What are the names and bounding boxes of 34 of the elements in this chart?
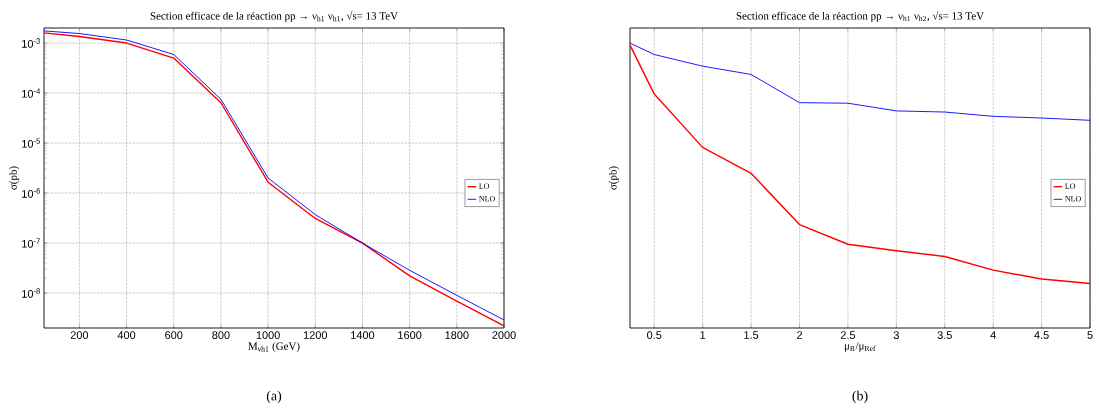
- y-tick-label: 10$^{-4}$: [22, 88, 41, 98]
- y-tick-label: 10$^{-3}$: [22, 38, 40, 48]
- y-axis-title: σ(pb): [9, 166, 20, 190]
- x-tick-label: 1400: [351, 331, 375, 339]
- chart-title: Section efficace de la réaction pp → ν$_{h1}$ ν$_{h2}$, √s= 13 TeV: [736, 10, 984, 22]
- x-tick-label: 5: [1087, 331, 1093, 339]
- x-tick-label: 1600: [398, 331, 422, 339]
- x-tick-label: 2: [796, 331, 802, 339]
- x-tick-label: 1000: [256, 331, 280, 339]
- x-tick-label: 2000: [492, 331, 516, 339]
- text: (b): [852, 390, 868, 404]
- x-tick-label: 2.5: [840, 331, 856, 339]
- x-axis-title: M$_{νh1}$ (GeV): [248, 342, 300, 353]
- x-tick-label: 600: [165, 331, 183, 339]
- x-tick-label: 800: [212, 331, 230, 339]
- x-tick-label: 1800: [445, 331, 469, 339]
- y-tick-label: 10$^{-8}$: [22, 288, 40, 298]
- x-tick-label: 1200: [303, 331, 328, 339]
- text: (a): [266, 390, 282, 404]
- y-axis-title: σ(pb): [608, 166, 619, 190]
- x-tick-label: 3.5: [937, 331, 952, 339]
- y-tick-label: 10$^{-7}$: [22, 238, 40, 248]
- x-axis-title: μ$_{R}$/μ$_{Ref}$: [844, 342, 876, 352]
- x-tick-label: 200: [70, 331, 89, 339]
- y-tick-label: 10$^{-6}$: [22, 188, 40, 198]
- x-tick-label: 3: [893, 331, 899, 339]
- x-tick-label: 4: [990, 331, 996, 339]
- x-tick-label: 1.5: [744, 331, 759, 339]
- x-tick-label: 400: [117, 331, 136, 339]
- x-tick-label: 4.5: [1034, 331, 1049, 339]
- y-tick-label: 10$^{-5}$: [22, 138, 40, 148]
- x-tick-label: 0.5: [647, 331, 662, 339]
- x-tick-label: 1: [700, 331, 706, 339]
- chart-title: Section efficace de la réaction pp → ν$_{h1}$ ν$_{h1}$, √s= 13 TeV: [150, 10, 398, 22]
